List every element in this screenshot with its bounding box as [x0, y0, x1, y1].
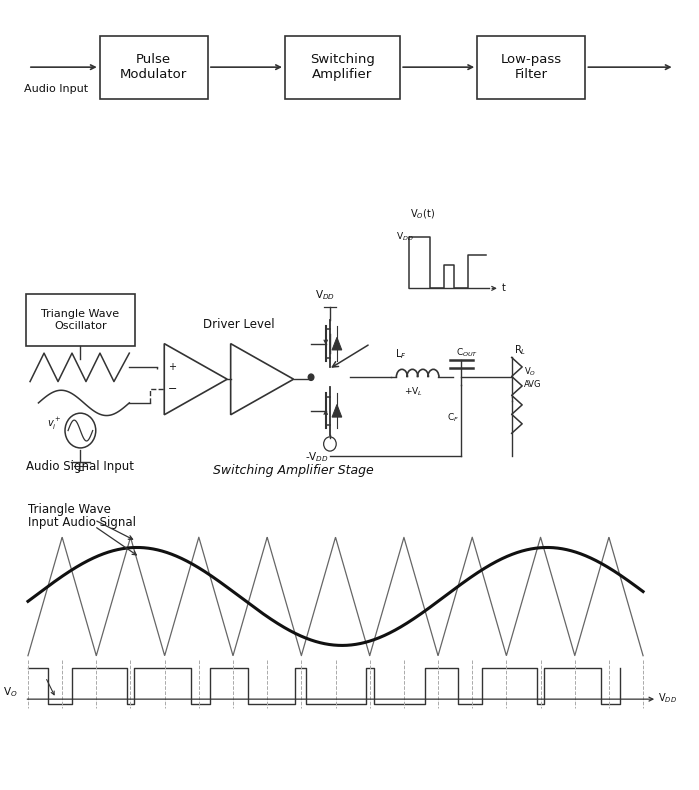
- Text: V$_O$
AVG: V$_O$ AVG: [524, 366, 542, 389]
- Text: t: t: [502, 283, 506, 293]
- FancyBboxPatch shape: [477, 36, 586, 99]
- Text: V$_{DD}$: V$_{DD}$: [658, 691, 677, 705]
- Text: -V$_{DD}$: -V$_{DD}$: [305, 450, 329, 465]
- Text: V$_{DD}$: V$_{DD}$: [396, 231, 414, 243]
- FancyBboxPatch shape: [100, 36, 208, 99]
- Text: +V$_L$: +V$_L$: [404, 386, 423, 398]
- FancyBboxPatch shape: [285, 36, 400, 99]
- Text: V$_{DD}$: V$_{DD}$: [315, 288, 335, 302]
- Text: Switching
Amplifier: Switching Amplifier: [310, 53, 375, 81]
- Text: −: −: [168, 384, 177, 394]
- Polygon shape: [332, 404, 342, 417]
- Text: V$_O$: V$_O$: [3, 685, 18, 699]
- Text: Switching Amplifier Stage: Switching Amplifier Stage: [213, 464, 374, 477]
- Text: C$_{OUT}$: C$_{OUT}$: [456, 346, 478, 359]
- Text: Pulse
Modulator: Pulse Modulator: [120, 53, 187, 81]
- FancyBboxPatch shape: [27, 295, 134, 346]
- Circle shape: [308, 374, 314, 381]
- Polygon shape: [332, 337, 342, 350]
- Text: Driver Level: Driver Level: [203, 318, 274, 331]
- Text: C$_F$: C$_F$: [447, 412, 459, 424]
- Text: L$_F$: L$_F$: [395, 348, 406, 361]
- Text: Audio Input: Audio Input: [24, 85, 89, 94]
- Text: Input Audio Signal: Input Audio Signal: [28, 516, 136, 529]
- Text: V$_O$(t): V$_O$(t): [410, 208, 435, 221]
- Text: Triangle Wave
Oscillator: Triangle Wave Oscillator: [41, 309, 120, 331]
- Text: $v_i^+$: $v_i^+$: [47, 416, 62, 431]
- Text: Triangle Wave: Triangle Wave: [28, 503, 111, 517]
- Text: Low-pass
Filter: Low-pass Filter: [500, 53, 562, 81]
- Text: +: +: [168, 362, 175, 372]
- Text: Audio Signal Input: Audio Signal Input: [27, 460, 134, 473]
- Text: R$_L$: R$_L$: [514, 344, 526, 357]
